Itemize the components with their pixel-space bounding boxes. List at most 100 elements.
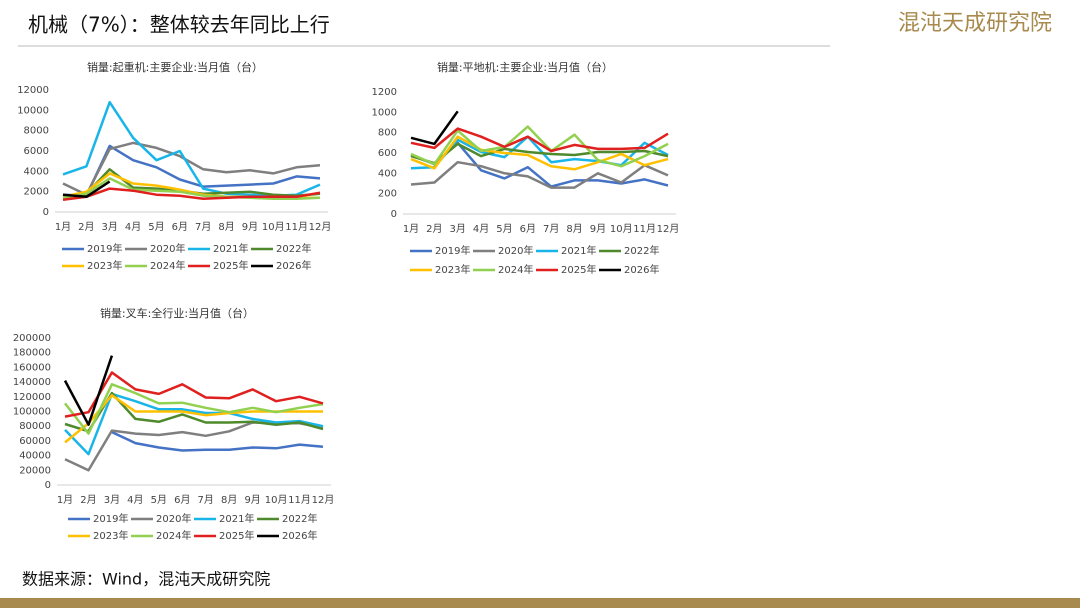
y-tick-label: 100000 <box>13 407 51 418</box>
x-tick-label: 2月 <box>78 221 94 233</box>
y-tick-label: 180000 <box>13 348 51 359</box>
legend-label: 2026年 <box>276 259 311 272</box>
legend-label: 2025年 <box>561 263 596 276</box>
x-tick-label: 7月 <box>543 223 559 235</box>
chart-title: 销量:平地机:主要企业:当月值（台） <box>437 60 613 74</box>
legend-label: 2024年 <box>150 259 185 272</box>
x-tick-label: 6月 <box>174 494 190 506</box>
x-tick-label: 4月 <box>127 494 143 506</box>
y-tick-label: 10000 <box>17 105 49 116</box>
legend-label: 2026年 <box>282 529 317 542</box>
x-tick-label: 12月 <box>309 221 332 233</box>
x-tick-label: 2月 <box>80 494 96 506</box>
x-tick-label: 10月 <box>610 223 633 235</box>
x-tick-label: 3月 <box>450 223 466 235</box>
series-line <box>63 355 114 426</box>
series-line <box>62 177 321 201</box>
y-tick-label: 1000 <box>372 107 397 118</box>
y-tick-label: 600 <box>378 148 397 159</box>
series-line <box>410 110 459 146</box>
y-tick-label: 140000 <box>13 377 51 388</box>
chart-title: 销量:起重机:主要企业:当月值（台） <box>87 60 263 74</box>
legend-label: 2021年 <box>561 244 596 257</box>
footer-bar <box>0 598 1080 608</box>
legend-label: 2025年 <box>219 529 254 542</box>
x-tick-label: 4月 <box>125 221 141 233</box>
y-tick-label: 40000 <box>19 451 51 462</box>
x-tick-label: 9月 <box>244 494 260 506</box>
legend-label: 2025年 <box>213 259 248 272</box>
series-line <box>62 141 321 196</box>
legend-label: 2023年 <box>87 259 122 272</box>
series-line <box>410 135 669 171</box>
x-tick-label: 11月 <box>285 221 308 233</box>
x-tick-label: 1月 <box>403 223 419 235</box>
y-tick-label: 1200 <box>372 87 397 98</box>
legend-label: 2024年 <box>156 529 191 542</box>
legend-label: 2021年 <box>213 242 248 255</box>
series-line <box>64 383 324 435</box>
y-tick-label: 8000 <box>24 126 49 137</box>
legend-label: 2022年 <box>276 242 311 255</box>
x-tick-label: 11月 <box>288 494 311 506</box>
x-tick-label: 1月 <box>57 494 73 506</box>
x-tick-label: 12月 <box>312 494 335 506</box>
x-tick-label: 10月 <box>265 494 288 506</box>
x-tick-label: 7月 <box>198 494 214 506</box>
y-tick-label: 800 <box>378 128 397 139</box>
y-tick-label: 6000 <box>24 146 49 157</box>
logo: 混沌天成研究院 <box>898 11 1052 36</box>
x-tick-label: 8月 <box>218 221 234 233</box>
chart-title: 销量:叉车:全行业:当月值（台） <box>100 306 254 320</box>
series-line <box>410 127 669 153</box>
series-line <box>410 135 669 170</box>
x-tick-label: 5月 <box>148 221 164 233</box>
series-line <box>64 392 324 456</box>
series-line <box>410 142 669 165</box>
legend-label: 2020年 <box>156 512 191 525</box>
y-tick-label: 12000 <box>17 85 49 96</box>
x-tick-label: 3月 <box>102 221 118 233</box>
y-tick-label: 4000 <box>24 166 49 177</box>
x-tick-label: 2月 <box>426 223 442 235</box>
x-tick-label: 11月 <box>633 223 656 235</box>
series-line <box>64 371 324 418</box>
legend-label: 2019年 <box>87 242 122 255</box>
legend-label: 2019年 <box>93 512 128 525</box>
x-tick-label: 12月 <box>657 223 680 235</box>
slide-title: 机械（7%）：整体较去年同比上行 <box>28 13 330 37</box>
x-tick-label: 9月 <box>590 223 606 235</box>
legend-label: 2020年 <box>498 244 533 257</box>
series-line <box>410 125 669 168</box>
legend-label: 2020年 <box>150 242 185 255</box>
legend-label: 2022年 <box>282 512 317 525</box>
legend-label: 2019年 <box>435 244 470 257</box>
y-tick-label: 2000 <box>24 187 49 198</box>
y-tick-label: 80000 <box>19 421 51 432</box>
x-tick-label: 9月 <box>242 221 258 233</box>
y-tick-label: 160000 <box>13 362 51 373</box>
x-tick-label: 4月 <box>473 223 489 235</box>
series-line <box>62 180 111 199</box>
legend-label: 2023年 <box>93 529 128 542</box>
legend-label: 2023年 <box>435 263 470 276</box>
legend-label: 2022年 <box>624 244 659 257</box>
y-tick-label: 20000 <box>19 465 51 476</box>
x-tick-label: 10月 <box>262 221 285 233</box>
legend-label: 2026年 <box>624 263 659 276</box>
x-tick-label: 1月 <box>55 221 71 233</box>
y-tick-label: 0 <box>43 207 49 218</box>
y-tick-label: 400 <box>378 168 397 179</box>
series-line <box>410 160 669 189</box>
y-tick-label: 200 <box>378 189 397 200</box>
x-tick-label: 6月 <box>520 223 536 235</box>
series-line <box>62 187 321 202</box>
y-tick-label: 120000 <box>13 392 51 403</box>
y-tick-label: 0 <box>391 209 397 220</box>
series-line <box>111 430 324 452</box>
x-tick-label: 5月 <box>151 494 167 506</box>
source-note: 数据来源：Wind，混沌天成研究院 <box>22 570 270 589</box>
x-tick-label: 5月 <box>496 223 512 235</box>
x-tick-label: 6月 <box>172 221 188 233</box>
